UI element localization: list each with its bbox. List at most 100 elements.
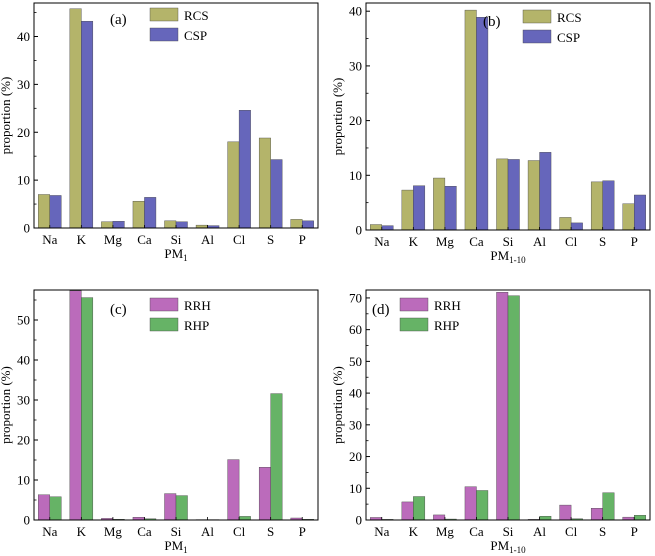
legend-label-rrh: RRH (434, 298, 461, 313)
y-axis-title: proportion (%) (0, 77, 13, 155)
x-tick-label-k: K (77, 232, 87, 247)
legend-swatch-rhp (149, 317, 179, 332)
bar-rhp-k (413, 496, 426, 521)
bar-rrh-s (258, 467, 271, 521)
x-tick-label-na: Na (374, 234, 389, 249)
panel-c: 0 10 20 30 40 50 Na K Mg Ca Si Al Cl S P PM1 proportion … (0, 289, 319, 555)
bar-csp-p (634, 194, 646, 231)
bar-rhp-si (507, 295, 520, 521)
x-axis-title: PM1-10 (490, 538, 526, 555)
bar-rrh-k (401, 501, 414, 521)
bar-csp-ca (144, 197, 157, 229)
y-tick-label: 20 (349, 449, 362, 464)
y-axis-title: proportion (%) (330, 366, 345, 444)
legend-swatch-rcs (522, 9, 552, 24)
x-tick-label-p: P (299, 232, 306, 247)
x-tick-label-al: Al (201, 524, 214, 539)
bar-rcs-k (69, 8, 82, 229)
x-tick-label-p: P (631, 524, 638, 539)
bar-csp-mg (112, 221, 125, 229)
bar-rrh-mg (433, 514, 446, 521)
bar-csp-cl (570, 222, 583, 231)
bar-rhp-s (602, 492, 615, 521)
legend-label-rhp: RHP (184, 318, 209, 333)
panel-label: (d) (372, 302, 390, 318)
y-axis-title: proportion (%) (0, 366, 13, 444)
y-tick-label: 0 (24, 513, 31, 528)
y-tick-label: 30 (349, 417, 362, 432)
y-axis-title: proportion (%) (330, 78, 345, 156)
legend-label-csp: CSP (184, 28, 207, 43)
legend-label-rhp: RHP (434, 318, 459, 333)
legend-swatch-rrh (149, 297, 179, 312)
x-axis-title: PM1-10 (490, 248, 526, 265)
y-tick-label: 40 (349, 4, 362, 19)
bar-rhp-si (175, 495, 188, 521)
bar-rrh-cl (559, 504, 572, 521)
bar-rhp-s (270, 393, 283, 521)
bar-csp-s (270, 159, 283, 229)
bar-rrh-cl (227, 459, 240, 521)
bar-rrh-si (164, 493, 177, 521)
bar-rhp-al (539, 515, 552, 521)
y-tick-label: 10 (349, 168, 362, 183)
y-tick-label: 40 (349, 386, 362, 401)
bar-rrh-ca (464, 486, 477, 521)
x-tick-label-cl: Cl (565, 234, 578, 249)
bar-rcs-cl (227, 141, 240, 229)
x-tick-label-na: Na (42, 524, 57, 539)
x-tick-label-si: Si (171, 524, 182, 539)
bar-rcs-na (370, 224, 382, 231)
bar-rcs-ca (132, 200, 145, 229)
x-tick-label-ca: Ca (469, 234, 484, 249)
x-tick-label-ca: Ca (137, 524, 152, 539)
bar-rcs-p (290, 219, 303, 229)
x-tick-label-ca: Ca (469, 524, 484, 539)
y-tick-label: 50 (17, 313, 30, 328)
x-tick-label-si: Si (503, 234, 514, 249)
x-tick-label-mg: Mg (436, 234, 455, 249)
y-tick-label: 70 (349, 290, 362, 305)
legend-label-rrh: RRH (184, 298, 211, 313)
panel-label: (b) (483, 14, 501, 30)
x-tick-label-cl: Cl (233, 232, 246, 247)
y-tick-label: 10 (349, 481, 362, 496)
y-tick-label: 60 (349, 322, 362, 337)
bar-csp-si (507, 159, 520, 231)
bar-rcs-ca (464, 9, 477, 231)
y-tick-label: 10 (17, 473, 30, 488)
bar-rrh-s (590, 508, 603, 521)
y-tick-label: 30 (349, 58, 362, 73)
bar-csp-mg (444, 186, 457, 231)
x-tick-label-na: Na (42, 232, 57, 247)
y-tick-label: 40 (17, 353, 30, 368)
bar-rcs-s (258, 137, 271, 229)
legend-label-rcs: RCS (557, 10, 582, 25)
bar-csp-k (413, 185, 426, 231)
y-tick-label: 0 (356, 513, 363, 528)
bar-rcs-mg (101, 221, 114, 229)
bar-rcs-cl (559, 217, 572, 231)
bar-csp-k (81, 20, 94, 229)
panel-label: (a) (110, 12, 127, 28)
x-tick-label-si: Si (171, 232, 182, 247)
bar-rrh-si (496, 292, 509, 521)
y-tick-label: 50 (349, 354, 362, 369)
x-tick-label-s: S (267, 524, 274, 539)
x-tick-label-mg: Mg (104, 232, 123, 247)
y-tick-label: 30 (17, 77, 30, 92)
x-tick-label-s: S (599, 234, 606, 249)
legend-swatch-rrh (399, 297, 429, 312)
bar-csp-na (49, 195, 62, 229)
bar-rcs-s (590, 181, 603, 231)
bar-rcs-p (622, 203, 635, 231)
x-axis-title: PM1 (164, 538, 187, 555)
bar-csp-p (302, 220, 314, 229)
bar-csp-ca (476, 17, 489, 231)
x-tick-label-k: K (77, 524, 87, 539)
bar-rcs-na (38, 194, 50, 229)
y-tick-label: 0 (24, 221, 31, 236)
x-tick-label-mg: Mg (436, 524, 455, 539)
x-tick-label-al: Al (533, 524, 546, 539)
